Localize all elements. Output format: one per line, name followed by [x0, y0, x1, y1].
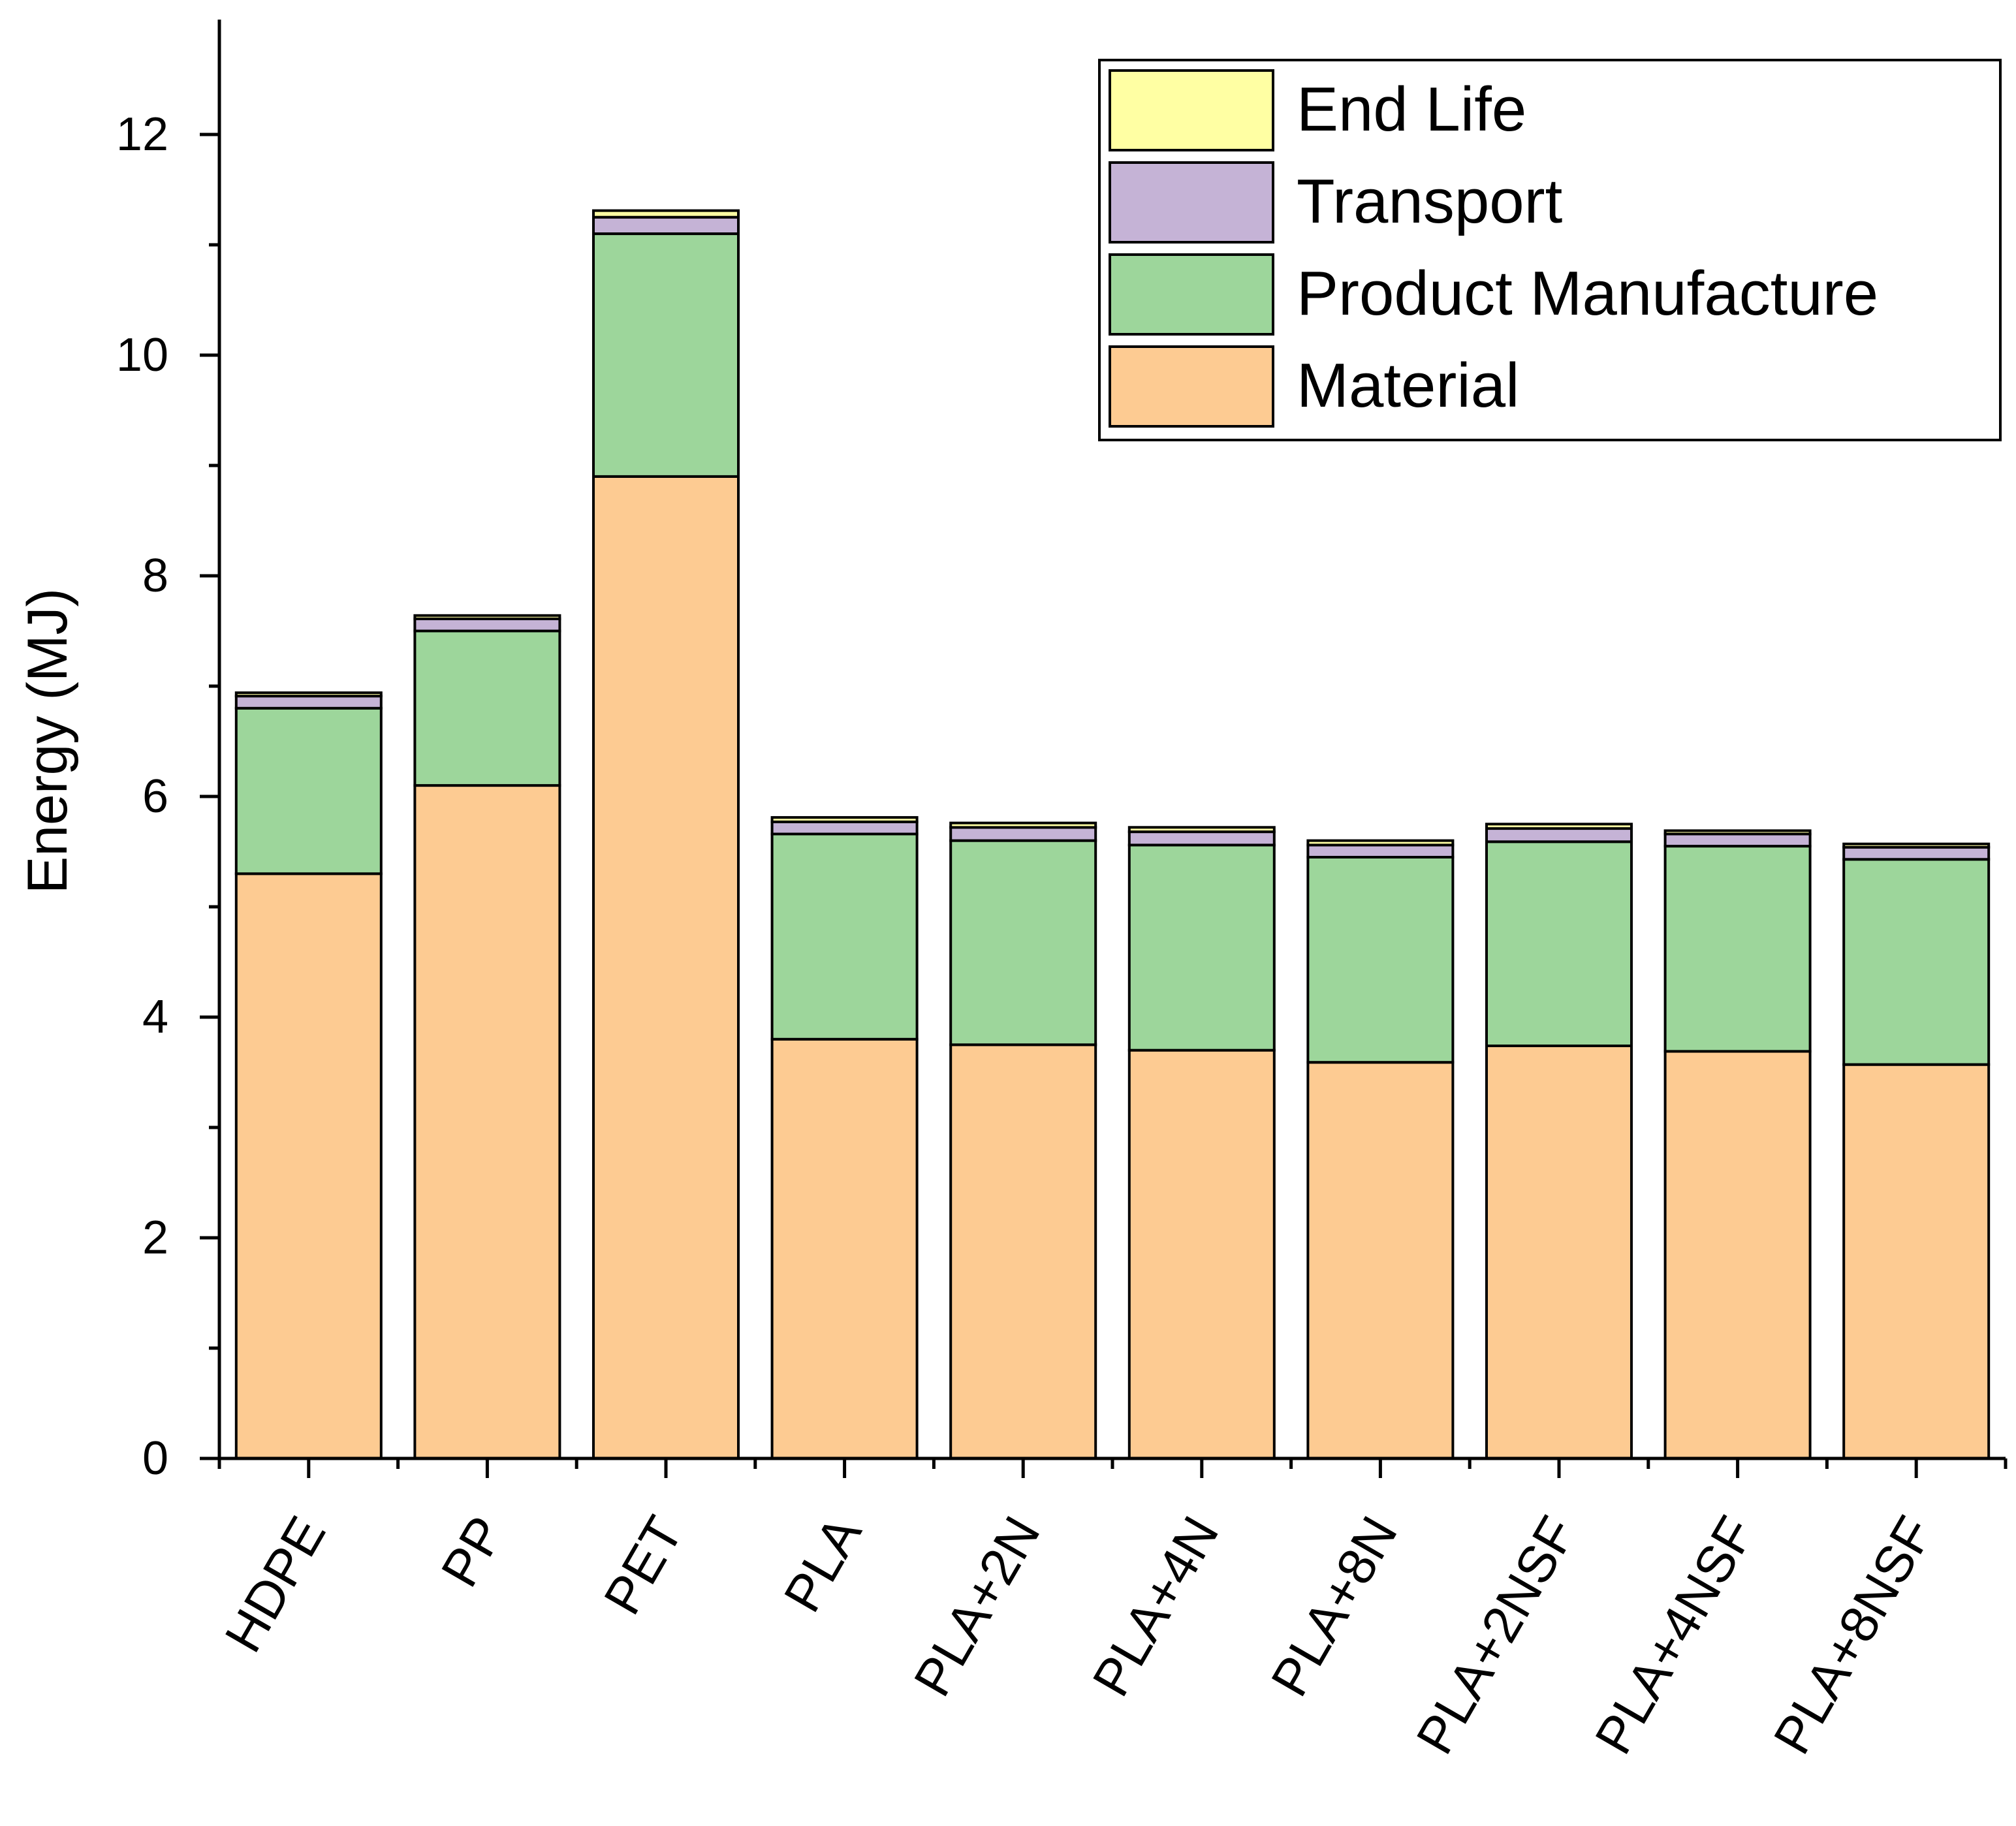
bar-segment-hdpe-transport: [234, 695, 383, 710]
x-tick-label: PLA+4N: [1081, 1507, 1229, 1705]
bar-segment-pla+8nsf-transport: [1842, 845, 1991, 861]
bar-segment-pet-end-life: [592, 209, 740, 219]
x-tick-label: PLA+2NSF: [1405, 1507, 1586, 1763]
bar-segment-pla+8n-transport: [1306, 843, 1455, 859]
y-axis-title: Energy (MJ): [16, 588, 79, 894]
legend-label-transport: Transport: [1297, 166, 1562, 236]
bar-segment-pla+8n-material: [1306, 1061, 1455, 1460]
y-tick-label: 6: [142, 770, 168, 823]
x-tick-label: PLA+2N: [903, 1507, 1051, 1705]
bar-segment-pla+2n-end-life: [949, 821, 1097, 829]
y-tick-labels: 0 2 4 6 8 10 12: [116, 108, 168, 1485]
bar-segment-pla-transport: [770, 820, 919, 836]
x-tick-label: PLA: [773, 1506, 873, 1621]
bar-segment-hdpe-product-manufacture: [234, 706, 383, 875]
bar-segment-pla+4n-product-manufacture: [1127, 843, 1276, 1052]
bar-segment-pla+4n-transport: [1127, 830, 1276, 847]
bar-segment-pla+2nsf-product-manufacture: [1485, 840, 1633, 1048]
legend: End Life Transport Product Manufacture Mate…: [1098, 59, 2002, 441]
y-tick-label: 10: [116, 329, 168, 381]
legend-label-end-life: End Life: [1297, 74, 1526, 144]
bar-segment-pla+4nsf-transport: [1663, 832, 1812, 848]
y-tick-label: 0: [142, 1432, 168, 1485]
bar-segment-pla-product-manufacture: [770, 832, 919, 1041]
x-tick-label: PLA+4NSF: [1584, 1507, 1765, 1763]
x-tick-label: PP: [430, 1507, 515, 1596]
bar-segment-pla+4nsf-material: [1663, 1050, 1812, 1460]
bar-segment-pla+4n-end-life: [1127, 826, 1276, 834]
bar-segment-pla+8n-end-life: [1306, 839, 1455, 847]
y-tick-label: 4: [142, 991, 168, 1043]
legend-swatch-product-manufacture: [1109, 253, 1274, 336]
bar-segment-pla+2nsf-transport: [1485, 827, 1633, 843]
x-tick-labels: HDPE PP PET PLA PLA+2N PLA+4N PLA+8NPLA+2NSFPL…: [213, 1506, 1944, 1763]
legend-swatch-end-life: [1109, 69, 1274, 151]
legend-label-product-manufacture: Product Manufacture: [1297, 259, 1878, 328]
bar-segment-pla+4n-material: [1127, 1048, 1276, 1460]
x-tick-label: PLA+8NSF: [1763, 1507, 1944, 1763]
bar-segment-pp-end-life: [413, 614, 561, 620]
bar-segment-pla+2nsf-material: [1485, 1044, 1633, 1460]
bar-segment-pla+2n-product-manufacture: [949, 839, 1097, 1047]
bar-segment-pet-product-manufacture: [592, 232, 740, 478]
bars-group: [234, 209, 1991, 1460]
bar-segment-pet-material: [592, 475, 740, 1460]
legend-swatch-material: [1109, 345, 1274, 428]
bar-segment-pla+8nsf-material: [1842, 1063, 1991, 1460]
bar-segment-pla+2n-transport: [949, 826, 1097, 842]
bar-segment-pla+8n-product-manufacture: [1306, 855, 1455, 1064]
bar-segment-pp-material: [413, 784, 561, 1460]
bar-segment-hdpe-end-life: [234, 691, 383, 698]
bar-segment-pp-product-manufacture: [413, 629, 561, 787]
bar-segment-pp-transport: [413, 617, 561, 633]
bar-segment-pla+4nsf-product-manufacture: [1663, 845, 1812, 1053]
bar-segment-pla+2nsf-end-life: [1485, 823, 1633, 830]
x-tick-label: PLA+8N: [1260, 1507, 1408, 1705]
x-tick-label: HDPE: [213, 1507, 336, 1661]
bar-segment-hdpe-material: [234, 872, 383, 1460]
bar-segment-pla+4nsf-end-life: [1663, 829, 1812, 836]
x-tick-label: PET: [593, 1507, 694, 1624]
legend-label-material: Material: [1297, 351, 1519, 420]
y-tick-label: 8: [142, 550, 168, 602]
axes-group: [200, 20, 2008, 1478]
bar-segment-pla-material: [770, 1037, 919, 1460]
y-tick-label: 2: [142, 1212, 168, 1264]
y-tick-label: 12: [116, 108, 168, 161]
bar-segment-pla+8nsf-end-life: [1842, 842, 1991, 849]
legend-swatch-transport: [1109, 161, 1274, 244]
bar-segment-pla+2n-material: [949, 1043, 1097, 1460]
bar-segment-pet-transport: [592, 215, 740, 236]
bar-segment-pla+8nsf-product-manufacture: [1842, 858, 1991, 1066]
bar-segment-pla-end-life: [770, 816, 919, 823]
